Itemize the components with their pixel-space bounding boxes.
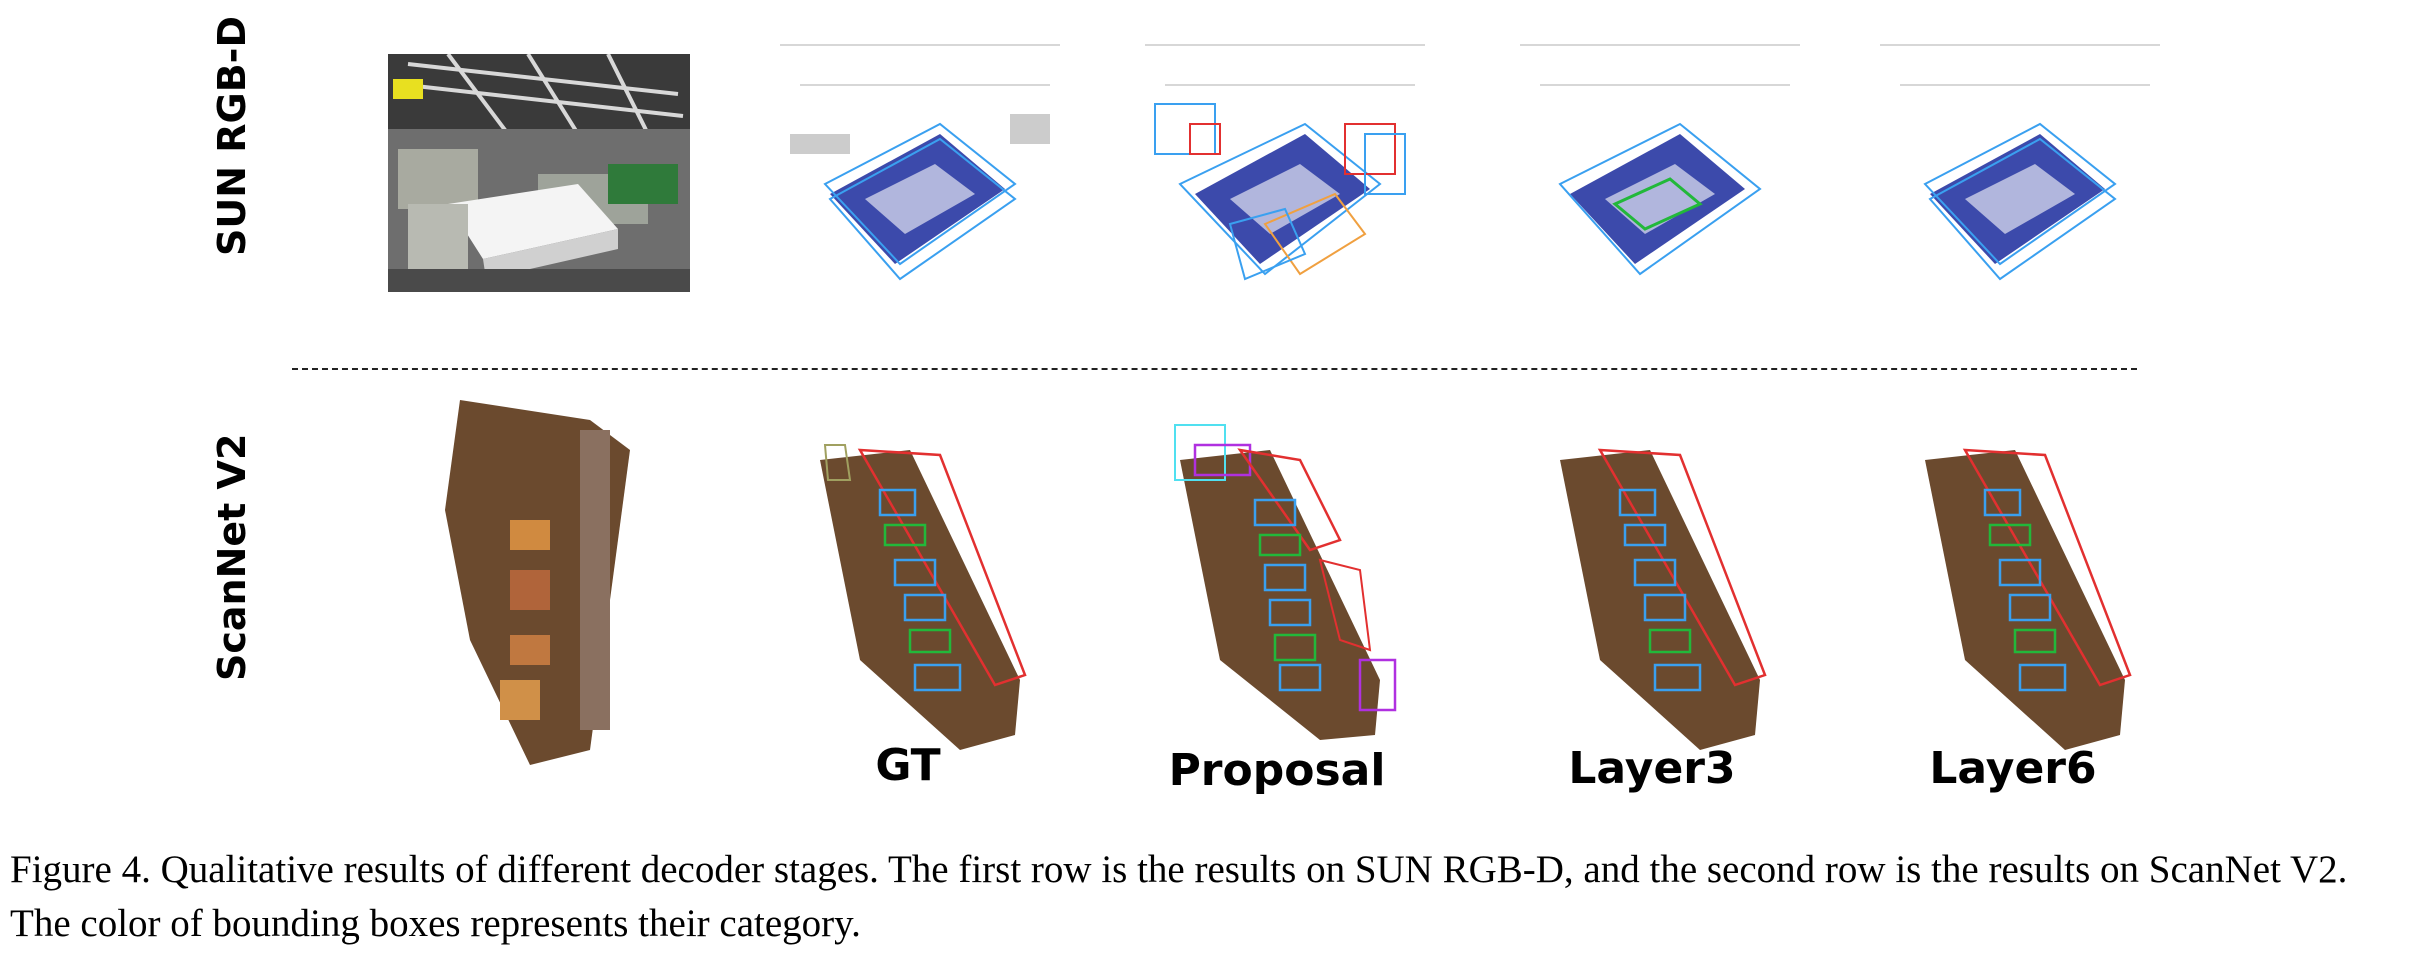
scannet-proposal (1174, 424, 1397, 740)
figure-4: SUN RGB-D ScanNet V2 (210, 16, 2160, 796)
row-label-sun-rgbd: SUN RGB-D (210, 16, 254, 256)
scannet-layer3 (1560, 448, 1767, 750)
col-label-layer3: Layer3 (1568, 743, 1736, 794)
scannet-scene (445, 400, 630, 765)
sun-proposal-pointcloud (1145, 44, 1425, 281)
col-label-gt: GT (875, 740, 941, 791)
sun-gt-pointcloud (780, 44, 1060, 281)
row-divider (292, 368, 2137, 370)
sun-rgbd-photo (388, 54, 690, 292)
row-label-scannet-v2: ScanNet V2 (210, 433, 254, 681)
figure-caption: Figure 4. Qualitative results of differe… (10, 848, 2348, 945)
scannet-gt (820, 444, 1027, 750)
sun-layer3-pointcloud (1520, 44, 1800, 276)
col-label-proposal: Proposal (1168, 745, 1386, 796)
scannet-layer6 (1925, 448, 2132, 750)
sun-layer6-pointcloud (1880, 44, 2160, 281)
col-label-layer6: Layer6 (1929, 743, 2097, 794)
